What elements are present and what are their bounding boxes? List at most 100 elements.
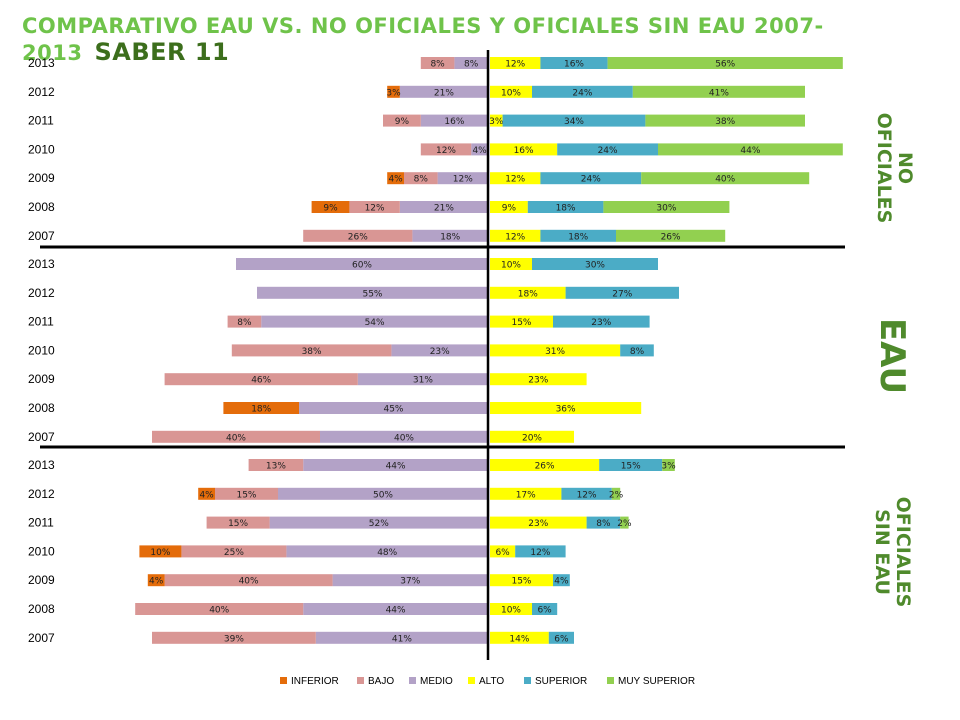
bar-superior (561, 487, 612, 500)
data-label: 26% (348, 232, 368, 242)
year-label: 2009 (28, 573, 55, 587)
bar-medio (269, 516, 488, 529)
bar-bajo (231, 344, 392, 357)
bar-muy-superior (611, 487, 621, 500)
data-label: 40% (715, 175, 735, 185)
data-label: 18% (568, 232, 588, 242)
year-label: 2013 (28, 56, 55, 70)
group-label-line: OFICIALES (892, 497, 914, 608)
data-label: 12% (453, 175, 473, 185)
bar-medio (420, 114, 488, 127)
group-label-line: OFICIALES (873, 113, 895, 224)
bar-muy-superior (620, 516, 629, 529)
year-label: 2008 (28, 200, 55, 214)
bar-superior (532, 603, 558, 615)
data-label: 20% (522, 433, 542, 443)
data-label: 8% (430, 60, 445, 70)
bar-alto (490, 574, 553, 587)
data-label: 39% (224, 634, 244, 644)
data-label: 18% (251, 405, 271, 415)
data-label: 6% (537, 606, 552, 616)
bar-bajo (349, 201, 400, 213)
year-label: 2011 (28, 114, 54, 128)
data-label: 50% (373, 490, 393, 500)
data-label: 45% (383, 405, 403, 415)
data-label: 16% (514, 146, 534, 156)
bar-superior (557, 143, 658, 156)
bar-bajo (152, 631, 316, 644)
data-label: 18% (440, 232, 460, 242)
bar-medio (303, 603, 488, 615)
brand-label: SABER 11 (94, 38, 230, 66)
legend-swatch-bajo (357, 677, 364, 684)
bar-inferior (223, 402, 299, 414)
data-label: 23% (528, 376, 548, 386)
data-label: 16% (564, 60, 584, 70)
bar-alto (490, 201, 528, 213)
data-label: 23% (528, 519, 548, 529)
bar-muy-superior (662, 459, 675, 471)
data-label: 26% (535, 462, 555, 472)
legend-label-muy-superior: MUY SUPERIOR (618, 676, 695, 687)
bar-muy-superior (603, 201, 730, 213)
data-label: 16% (444, 117, 464, 127)
bars-layer: 8% 8% 12% 16% 56% 21% 3% 10% 24% 41% 16% 9% 3% 34% 38%… (135, 57, 843, 644)
data-label: 60% (352, 261, 372, 271)
year-label: 2007 (28, 229, 55, 243)
legend-label-superior: SUPERIOR (535, 676, 587, 687)
year-label: 2011 (28, 516, 54, 530)
bar-medio (437, 172, 488, 185)
data-label: 17% (516, 490, 536, 500)
data-label: 8% (464, 60, 479, 70)
data-label: 15% (228, 519, 248, 529)
year-label: 2009 (28, 372, 55, 386)
bar-alto (490, 172, 541, 185)
data-label: 6% (554, 634, 569, 644)
bar-superior (532, 85, 633, 98)
page-title: COMPARATIVO EAU VS. NO OFICIALES Y OFICI… (22, 14, 960, 66)
year-label: 2009 (28, 171, 55, 185)
data-label: 10% (501, 261, 521, 271)
legend-label-bajo: BAJO (368, 676, 394, 687)
data-label: 30% (656, 204, 676, 214)
bar-medio (357, 373, 488, 386)
year-label: 2012 (28, 487, 55, 501)
bar-muy-superior (658, 143, 843, 156)
data-label: 4% (149, 577, 164, 587)
bar-superior (620, 344, 654, 357)
year-label: 2012 (28, 286, 55, 300)
year-label: 2007 (28, 631, 55, 645)
dividers-layer (40, 50, 845, 660)
data-label: 12% (530, 548, 550, 558)
bar-muy-superior (645, 114, 805, 127)
bar-alto (490, 516, 587, 529)
bar-bajo (135, 603, 304, 615)
bar-muy-superior (641, 172, 810, 185)
data-label: 38% (715, 117, 735, 127)
bar-bajo (404, 172, 438, 185)
bar-alto (490, 344, 621, 357)
bar-superior (540, 229, 616, 242)
year-labels-layer: 2013 2012 2011 2010 2009 2008 2007 2013 2012 2011… (28, 56, 55, 645)
bar-medio (320, 430, 488, 443)
bar-inferior (147, 574, 165, 587)
year-label: 2010 (28, 343, 55, 357)
bar-alto (490, 57, 541, 69)
bar-medio (286, 545, 488, 558)
year-label: 2013 (28, 257, 55, 271)
bar-medio (471, 143, 488, 156)
data-label: 12% (436, 146, 456, 156)
data-label: 4% (554, 577, 569, 587)
data-label: 40% (239, 577, 259, 587)
bar-alto (490, 143, 558, 156)
bar-muy-superior (607, 57, 843, 69)
data-label: 52% (369, 519, 389, 529)
data-label: 15% (621, 462, 641, 472)
data-label: 21% (434, 204, 454, 214)
bar-bajo (420, 57, 455, 69)
bar-alto (490, 114, 503, 127)
data-label: 18% (556, 204, 576, 214)
bar-superior (599, 459, 663, 471)
legend-label-alto: ALTO (479, 676, 504, 687)
